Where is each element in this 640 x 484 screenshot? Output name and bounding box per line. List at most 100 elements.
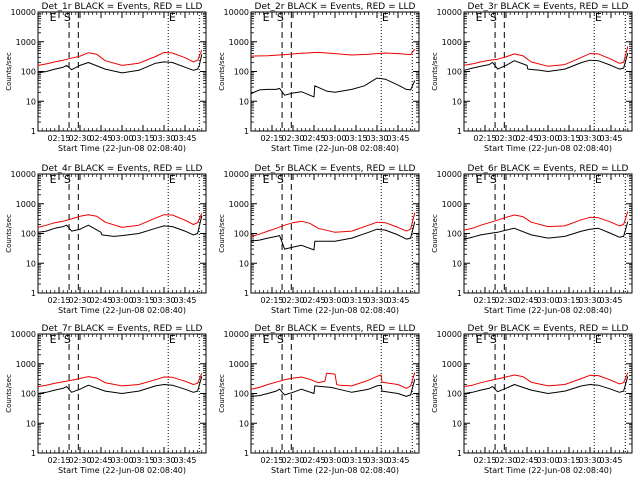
series-line-lld: [37, 373, 203, 388]
x-tick-label: 03:00: [110, 456, 133, 465]
x-tick-label: 02:15: [473, 296, 496, 305]
chart-panel-7: Det_7r BLACK = Events, RED = LLD 1 10 100 10…: [5, 324, 207, 475]
x-tick-label: 03:15: [557, 456, 580, 465]
marker-label-s: S: [277, 173, 284, 186]
y-tick-label: 100: [21, 68, 36, 77]
x-axis-label: Start Time (22-Jun-08 02:08:40): [271, 306, 399, 315]
y-tick-label: 1000: [442, 200, 462, 209]
x-tick-label: 03:00: [536, 134, 559, 143]
x-tick-label: 03:30: [365, 456, 388, 465]
x-tick-label: 03:30: [152, 134, 175, 143]
x-axis-label: Start Time (22-Jun-08 02:08:40): [58, 466, 186, 475]
y-tick-label: 10: [452, 97, 462, 106]
y-tick-label: 10: [26, 419, 36, 428]
x-tick-label: 02:45: [89, 296, 112, 305]
plot-frame: [250, 11, 420, 132]
x-axis-label: Start Time (22-Jun-08 02:08:40): [58, 306, 186, 315]
series-line-events: [250, 379, 416, 397]
x-tick-label: 03:15: [557, 134, 580, 143]
y-tick-label: 1000: [16, 200, 36, 209]
y-axis-label: Counts/sec: [5, 52, 13, 91]
series-line-lld: [250, 212, 416, 237]
marker-label-e: E: [476, 333, 483, 346]
y-tick-label: 10000: [224, 170, 249, 179]
x-tick-label: 02:15: [47, 296, 70, 305]
chart-panel-6: Det_6r BLACK = Events, RED = LLD 1 10 100 10…: [431, 164, 633, 315]
x-tick-label: 02:45: [89, 456, 112, 465]
x-tick-label: 03:30: [365, 296, 388, 305]
chart-title: Det_9r BLACK = Events, RED = LLD: [468, 324, 629, 334]
x-tick-label: 02:30: [494, 456, 517, 465]
x-tick-label: 03:45: [173, 456, 196, 465]
y-axis-label: Counts/sec: [431, 214, 439, 253]
x-tick-label: 03:15: [557, 296, 580, 305]
x-tick-label: 03:00: [323, 134, 346, 143]
x-tick-label: 02:45: [515, 456, 538, 465]
y-tick-label: 1000: [442, 38, 462, 47]
y-tick-label: 100: [447, 68, 462, 77]
marker-label-e: E: [595, 173, 602, 186]
series-line-events: [37, 54, 203, 74]
y-axis-label: Counts/sec: [431, 52, 439, 91]
x-tick-label: 02:30: [494, 134, 517, 143]
y-tick-label: 10: [26, 259, 36, 268]
y-tick-label: 10: [452, 259, 462, 268]
marker-label-s: S: [490, 173, 497, 186]
marker-label-e: E: [263, 11, 270, 24]
x-tick-label: 03:00: [536, 296, 559, 305]
y-tick-label: 1: [457, 289, 462, 298]
y-tick-label: 1: [31, 289, 36, 298]
marker-label-e: E: [595, 11, 602, 24]
series-line-events: [250, 77, 416, 98]
x-tick-label: 02:15: [473, 134, 496, 143]
series-line-events: [463, 52, 629, 72]
x-tick-label: 03:45: [386, 456, 409, 465]
x-tick-label: 02:30: [68, 296, 91, 305]
plot-frame: [37, 173, 207, 294]
y-axis-label: Counts/sec: [5, 374, 13, 413]
chart-title: Det_3r BLACK = Events, RED = LLD: [468, 2, 629, 12]
y-tick-label: 10: [452, 419, 462, 428]
x-tick-label: 02:30: [494, 296, 517, 305]
marker-label-s: S: [277, 11, 284, 24]
x-tick-label: 03:30: [578, 456, 601, 465]
y-tick-label: 1: [457, 127, 462, 136]
series-line-lld: [463, 372, 629, 388]
x-tick-label: 03:15: [131, 296, 154, 305]
y-axis-label: Counts/sec: [431, 374, 439, 413]
x-axis-label: Start Time (22-Jun-08 02:08:40): [271, 466, 399, 475]
y-axis-label: Counts/sec: [218, 214, 226, 253]
y-tick-label: 1000: [16, 360, 36, 369]
chart-title: Det_8r BLACK = Events, RED = LLD: [255, 324, 416, 334]
x-axis-label: Start Time (22-Jun-08 02:08:40): [58, 144, 186, 153]
y-tick-label: 100: [234, 68, 249, 77]
marker-label-e: E: [169, 173, 176, 186]
y-tick-label: 10: [239, 97, 249, 106]
x-tick-label: 03:30: [152, 456, 175, 465]
y-tick-label: 1000: [229, 200, 249, 209]
x-tick-label: 03:15: [344, 456, 367, 465]
x-tick-label: 02:45: [515, 134, 538, 143]
series-line-lld: [250, 48, 416, 57]
x-tick-label: 02:15: [47, 456, 70, 465]
x-tick-label: 02:45: [302, 134, 325, 143]
chart-panel-5: Det_5r BLACK = Events, RED = LLD 1 10 100 10…: [218, 164, 420, 315]
y-tick-label: 10000: [437, 8, 462, 17]
x-axis-label: Start Time (22-Jun-08 02:08:40): [484, 306, 612, 315]
chart-title: Det_4r BLACK = Events, RED = LLD: [42, 164, 203, 174]
marker-label-e: E: [169, 333, 176, 346]
x-tick-label: 02:15: [47, 134, 70, 143]
chart-panel-9: Det_9r BLACK = Events, RED = LLD 1 10 100 10…: [431, 324, 633, 475]
y-tick-label: 1: [31, 127, 36, 136]
chart-panel-8: Det_8r BLACK = Events, RED = LLD 1 10 100 10…: [218, 324, 420, 475]
chart-title: Det_5r BLACK = Events, RED = LLD: [255, 164, 416, 174]
x-tick-label: 03:00: [323, 296, 346, 305]
x-tick-label: 02:45: [515, 296, 538, 305]
plot-frame: [250, 333, 420, 454]
x-tick-label: 02:30: [281, 456, 304, 465]
marker-label-e: E: [263, 173, 270, 186]
x-tick-label: 03:45: [599, 134, 622, 143]
x-tick-label: 02:30: [68, 134, 91, 143]
series-line-events: [250, 221, 416, 251]
marker-label-e: E: [50, 333, 57, 346]
